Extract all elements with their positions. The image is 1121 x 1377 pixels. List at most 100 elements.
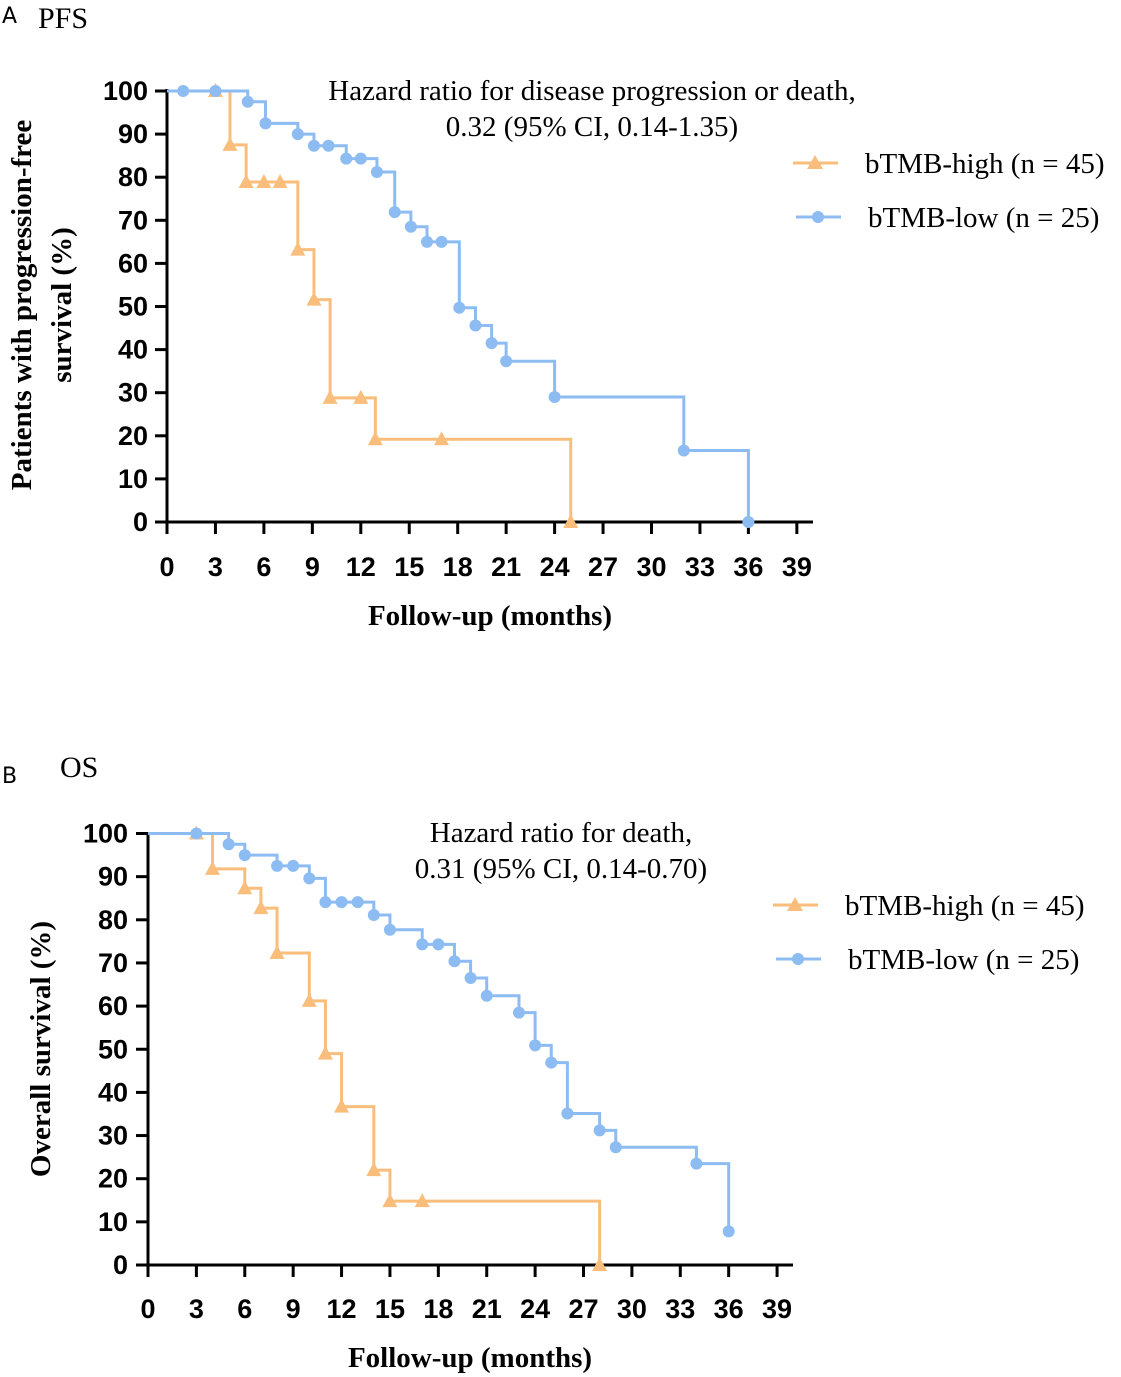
censor-marker-low <box>271 859 284 872</box>
x-tick-label: 27 <box>588 552 618 582</box>
x-tick-label: 15 <box>375 1294 405 1324</box>
y-tick-label: 50 <box>98 1034 128 1064</box>
y-tick-label: 0 <box>113 1250 128 1280</box>
y-tick-label: 80 <box>118 162 148 192</box>
y-tick-label: 80 <box>98 905 128 935</box>
x-tick-label: 3 <box>189 1294 204 1324</box>
legend-marker-low <box>792 953 804 965</box>
censor-marker-high <box>269 945 285 960</box>
x-tick-label: 21 <box>491 552 521 582</box>
x-tick-label: 36 <box>733 552 763 582</box>
panel-a-letter: A <box>2 4 17 29</box>
legend-marker-low <box>812 211 824 223</box>
censor-marker-low <box>500 355 513 368</box>
censor-marker-high <box>237 880 253 895</box>
legend-marker-high <box>807 155 823 169</box>
censor-marker-low <box>241 95 254 108</box>
panel-a: A PFS Hazard ratio for disease progressi… <box>2 2 1104 632</box>
censor-marker-low <box>416 938 429 951</box>
panel-b-annotation-line2: 0.31 (95% CI, 0.14-0.70) <box>415 853 707 885</box>
censor-marker-low <box>177 85 190 97</box>
censor-marker-low <box>432 938 445 951</box>
censor-marker-low <box>351 896 364 909</box>
censor-marker-low <box>690 1157 703 1170</box>
x-tick-label: 9 <box>305 552 320 582</box>
y-tick-label: 10 <box>98 1207 128 1237</box>
censor-marker-low <box>480 989 493 1002</box>
censor-marker-low <box>742 516 755 528</box>
x-tick-label: 3 <box>208 552 223 582</box>
censor-marker-low <box>383 923 396 936</box>
censor-marker-low <box>354 152 367 165</box>
censor-marker-high <box>563 514 579 528</box>
x-tick-label: 6 <box>237 1294 252 1324</box>
censor-marker-low <box>421 235 434 248</box>
y-tick-label: 30 <box>98 1121 128 1151</box>
censor-marker-high <box>366 1162 382 1177</box>
censor-marker-low <box>545 1056 558 1069</box>
censor-marker-low <box>291 128 304 141</box>
panel-a-annotation-line2: 0.32 (95% CI, 0.14-1.35) <box>446 111 738 143</box>
censor-marker-high <box>238 173 254 188</box>
x-tick-label: 36 <box>714 1294 744 1324</box>
censor-marker-high <box>205 860 221 875</box>
y-tick-label: 40 <box>98 1077 128 1107</box>
censor-marker-low <box>453 301 466 314</box>
panel-a-ylabel-line2: survival (%) <box>46 227 78 382</box>
censor-marker-low <box>303 872 316 885</box>
censor-marker-high <box>434 431 450 446</box>
censor-marker-high <box>253 900 269 915</box>
x-tick-label: 21 <box>472 1294 502 1324</box>
y-tick-label: 0 <box>133 507 148 537</box>
censor-marker-low <box>370 166 383 179</box>
panel-a-xlabel: Follow-up (months) <box>368 600 612 632</box>
censor-marker-high <box>222 136 238 151</box>
censor-marker-low <box>512 1006 525 1019</box>
y-tick-label: 20 <box>98 1164 128 1194</box>
censor-marker-high <box>334 1098 350 1113</box>
legend-label-low: bTMB-low (n = 25) <box>848 944 1079 976</box>
censor-marker-low <box>209 85 222 97</box>
legend-label-high: bTMB-high (n = 45) <box>865 148 1104 180</box>
x-tick-label: 27 <box>568 1294 598 1324</box>
survival-curve-high <box>167 89 573 522</box>
censor-marker-high <box>317 1045 333 1060</box>
y-tick-label: 50 <box>118 292 148 322</box>
censor-marker-high <box>301 992 317 1007</box>
y-tick-label: 70 <box>118 205 148 235</box>
censor-marker-low <box>593 1124 606 1137</box>
panel-a-annotation-line1: Hazard ratio for disease progression or … <box>328 75 855 107</box>
panel-b-letter: B <box>2 764 17 789</box>
x-tick-label: 0 <box>159 552 174 582</box>
y-tick-label: 10 <box>118 464 148 494</box>
censor-marker-low <box>548 391 561 404</box>
x-tick-label: 15 <box>394 552 424 582</box>
y-tick-label: 100 <box>83 819 128 849</box>
censor-marker-low <box>190 827 203 840</box>
panel-b-legend: bTMB-high (n = 45) bTMB-low (n = 25) <box>773 890 1084 976</box>
panel-b: B OS Hazard ratio for death, 0.31 (95% C… <box>2 751 1084 1374</box>
censor-marker-low <box>307 139 320 152</box>
x-tick-label: 24 <box>540 552 570 582</box>
panel-a-ylabel-line1: Patients with progression-free <box>6 120 38 491</box>
x-tick-label: 30 <box>617 1294 647 1324</box>
censor-marker-low <box>340 152 353 165</box>
censor-marker-low <box>609 1141 622 1154</box>
x-tick-label: 0 <box>140 1294 155 1324</box>
censor-marker-high <box>592 1257 608 1271</box>
y-tick-label: 30 <box>118 378 148 408</box>
y-tick-label: 90 <box>118 119 148 149</box>
x-tick-label: 30 <box>636 552 666 582</box>
censor-marker-low <box>335 896 348 909</box>
censor-marker-low <box>561 1107 574 1120</box>
censor-marker-low <box>722 1225 735 1238</box>
y-tick-label: 60 <box>118 248 148 278</box>
x-tick-label: 9 <box>286 1294 301 1324</box>
censor-marker-low <box>469 319 482 332</box>
censor-marker-low <box>464 972 477 985</box>
y-tick-label: 100 <box>103 76 148 106</box>
x-tick-label: 18 <box>423 1294 453 1324</box>
x-tick-label: 24 <box>520 1294 550 1324</box>
x-tick-label: 12 <box>327 1294 357 1324</box>
